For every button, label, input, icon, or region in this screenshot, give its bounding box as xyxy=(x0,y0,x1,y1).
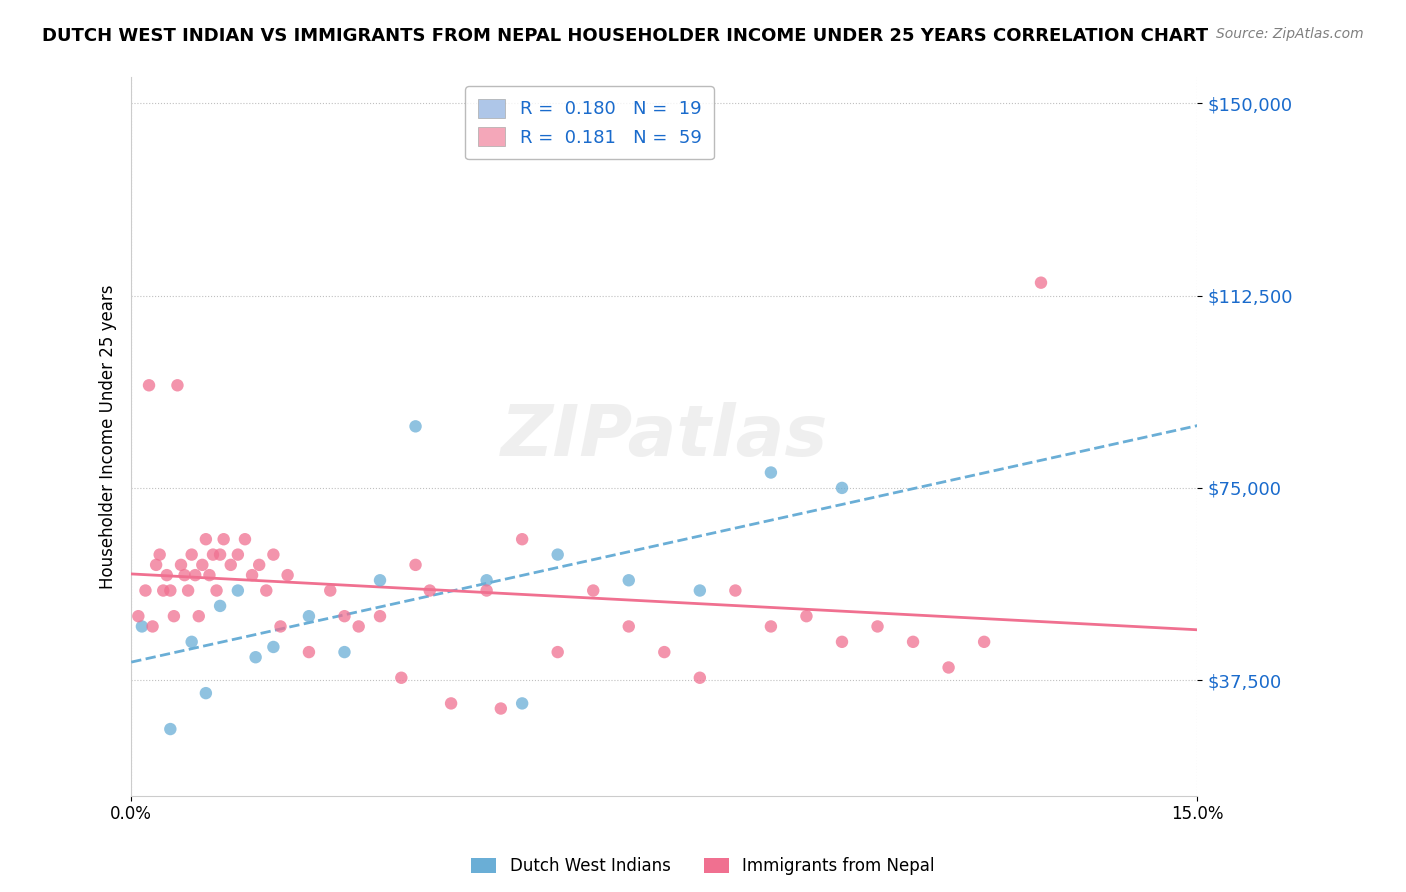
Point xyxy=(347,619,370,633)
Point xyxy=(368,609,391,624)
Point xyxy=(270,619,292,633)
Point xyxy=(226,548,249,562)
Point xyxy=(240,568,263,582)
Point xyxy=(419,583,441,598)
Point xyxy=(298,645,321,659)
Point xyxy=(831,481,853,495)
Point xyxy=(405,419,427,434)
Point xyxy=(617,619,640,633)
Point xyxy=(180,635,202,649)
Point xyxy=(134,583,156,598)
Point xyxy=(277,568,299,582)
Point xyxy=(440,697,463,711)
Point xyxy=(177,583,200,598)
Point xyxy=(152,583,174,598)
Point xyxy=(389,671,412,685)
Point xyxy=(219,558,242,572)
Point xyxy=(127,609,149,624)
Point xyxy=(368,574,391,588)
Point xyxy=(1029,276,1052,290)
Point xyxy=(652,645,675,659)
Point xyxy=(233,533,256,547)
Point xyxy=(209,599,232,613)
Point xyxy=(547,645,569,659)
Point xyxy=(194,686,217,700)
Legend: Dutch West Indians, Immigrants from Nepal: Dutch West Indians, Immigrants from Nepa… xyxy=(463,849,943,884)
Point xyxy=(475,574,498,588)
Point xyxy=(180,548,202,562)
Point xyxy=(226,583,249,598)
Point xyxy=(254,583,277,598)
Point xyxy=(187,609,209,624)
Point xyxy=(212,533,235,547)
Point xyxy=(405,558,427,572)
Point xyxy=(247,558,270,572)
Point xyxy=(262,640,284,654)
Point xyxy=(489,701,512,715)
Point xyxy=(149,548,172,562)
Point xyxy=(163,609,186,624)
Point xyxy=(582,583,605,598)
Text: DUTCH WEST INDIAN VS IMMIGRANTS FROM NEPAL HOUSEHOLDER INCOME UNDER 25 YEARS COR: DUTCH WEST INDIAN VS IMMIGRANTS FROM NEP… xyxy=(42,27,1208,45)
Point xyxy=(131,619,153,633)
Point xyxy=(333,645,356,659)
Point xyxy=(142,619,165,633)
Point xyxy=(689,583,711,598)
Point xyxy=(173,568,195,582)
Point xyxy=(724,583,747,598)
Legend: R =  0.180   N =  19, R =  0.181   N =  59: R = 0.180 N = 19, R = 0.181 N = 59 xyxy=(465,87,714,160)
Point xyxy=(759,619,782,633)
Point xyxy=(184,568,207,582)
Point xyxy=(547,548,569,562)
Point xyxy=(938,660,960,674)
Point xyxy=(159,583,181,598)
Point xyxy=(205,583,228,598)
Point xyxy=(510,533,533,547)
Point xyxy=(194,533,217,547)
Point xyxy=(510,697,533,711)
Point xyxy=(759,466,782,480)
Point xyxy=(156,568,179,582)
Point xyxy=(245,650,267,665)
Point xyxy=(166,378,188,392)
Point xyxy=(796,609,818,624)
Point xyxy=(198,568,221,582)
Text: Source: ZipAtlas.com: Source: ZipAtlas.com xyxy=(1216,27,1364,41)
Point xyxy=(319,583,342,598)
Point xyxy=(262,548,284,562)
Y-axis label: Householder Income Under 25 years: Householder Income Under 25 years xyxy=(100,285,117,589)
Point xyxy=(901,635,924,649)
Point xyxy=(866,619,889,633)
Point xyxy=(831,635,853,649)
Point xyxy=(170,558,193,572)
Point xyxy=(138,378,160,392)
Point xyxy=(973,635,995,649)
Point xyxy=(209,548,232,562)
Point xyxy=(159,722,181,736)
Point xyxy=(191,558,214,572)
Point xyxy=(333,609,356,624)
Point xyxy=(201,548,224,562)
Text: ZIPatlas: ZIPatlas xyxy=(501,402,828,471)
Point xyxy=(475,583,498,598)
Point xyxy=(689,671,711,685)
Point xyxy=(145,558,167,572)
Point xyxy=(617,574,640,588)
Point xyxy=(298,609,321,624)
